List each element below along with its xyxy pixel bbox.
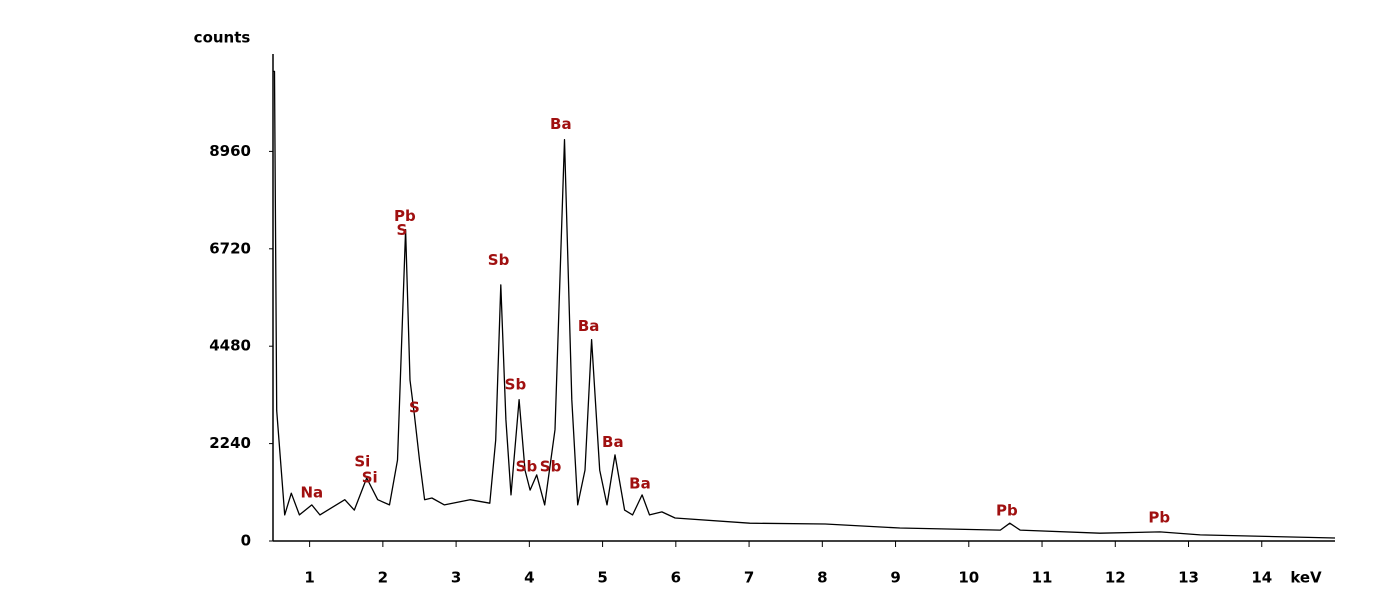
x-tick-label: 13 (1178, 569, 1199, 587)
x-tick-label: 6 (671, 569, 681, 587)
peak-label: Ba (578, 317, 600, 335)
peak-label: Na (300, 484, 323, 502)
peak-label: Pb (394, 207, 416, 225)
y-tick-label: 4480 (209, 337, 251, 355)
y-tick-label: 0 (241, 532, 251, 550)
peak-label: Sb (488, 251, 510, 269)
x-tick-label: 11 (1032, 569, 1053, 587)
x-tick-label: 2 (378, 569, 388, 587)
x-axis-label: keV (1290, 569, 1322, 587)
peak-label: Pb (996, 501, 1018, 519)
peak-label: Sb (516, 458, 538, 476)
peak-label: Sb (505, 375, 527, 393)
peak-label: S (396, 221, 407, 239)
x-tick-label: 7 (744, 569, 754, 587)
x-tick-label: 8 (817, 569, 827, 587)
y-tick-label: 6720 (209, 239, 251, 257)
y-tick-label: 2240 (209, 434, 251, 452)
x-tick-label: 9 (890, 569, 900, 587)
spectrum-line (273, 70, 1336, 539)
x-tick-label: 3 (451, 569, 461, 587)
x-tick-label: 10 (958, 569, 979, 587)
peak-label: Ba (629, 475, 651, 493)
x-tick-label: 12 (1105, 569, 1126, 587)
peak-label: Si (354, 452, 370, 470)
x-tick-label: 1 (304, 569, 314, 587)
x-tick-label: 4 (524, 569, 534, 587)
x-tick-label: 5 (597, 569, 607, 587)
y-tick-label: 8960 (209, 142, 251, 160)
peak-label: Pb (1148, 508, 1170, 526)
peak-label: Sb (540, 458, 562, 476)
peak-label: Ba (602, 433, 624, 451)
peak-label: S (409, 398, 420, 416)
peak-label: Si (362, 468, 378, 486)
peak-label: Ba (550, 115, 572, 133)
x-tick-label: 14 (1251, 569, 1272, 587)
y-axis-label: counts (194, 29, 251, 47)
